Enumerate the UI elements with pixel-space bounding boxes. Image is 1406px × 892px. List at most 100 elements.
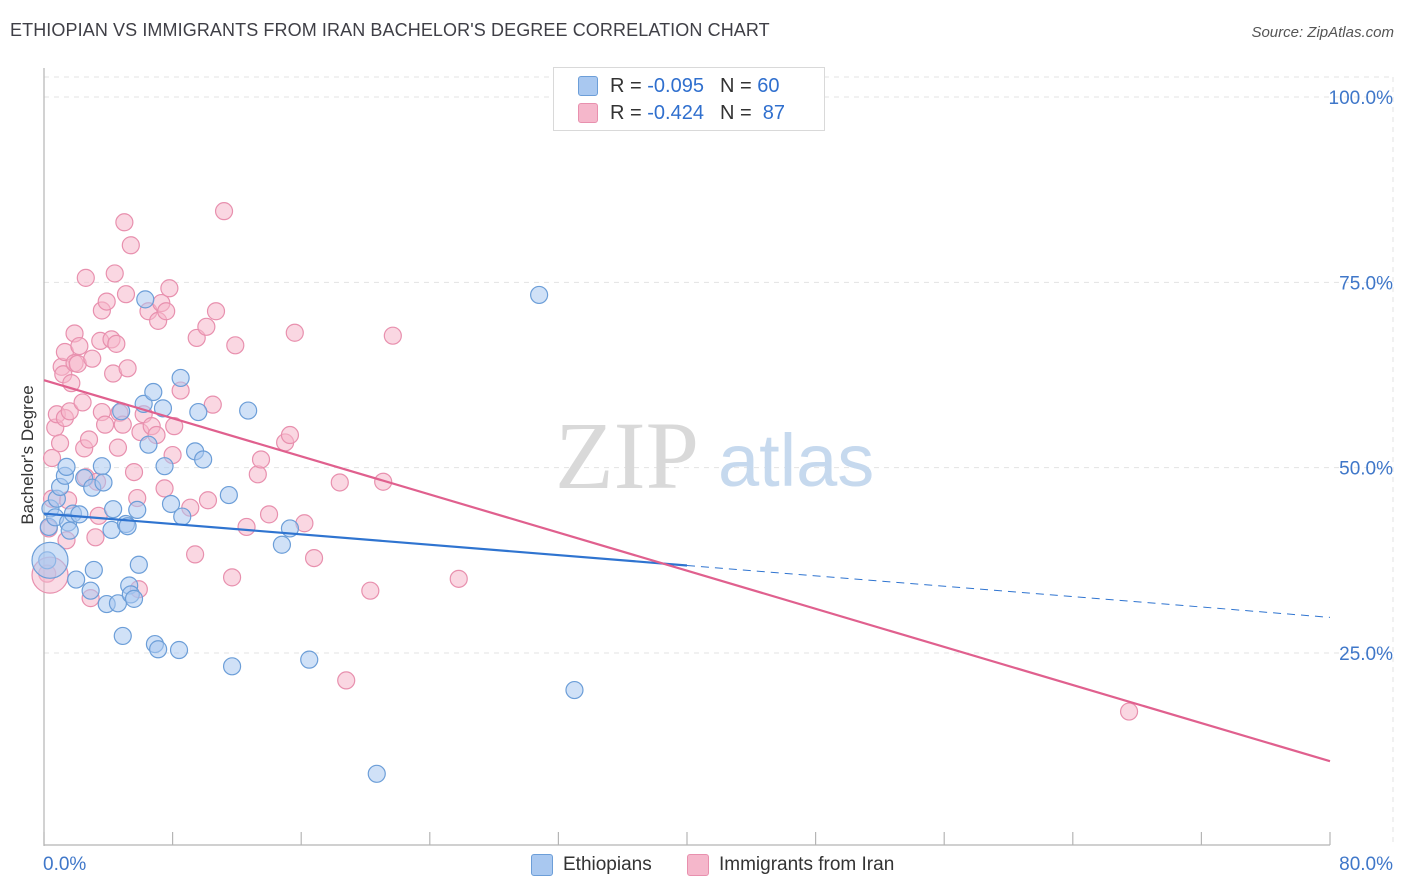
ethiopian-point — [169, 640, 189, 660]
watermark-atlas: atlas — [718, 419, 874, 502]
iran-point — [118, 359, 137, 378]
ethiopian-point — [94, 473, 113, 492]
legend-row-ethiopians: R = -0.095 N = 60 — [578, 73, 779, 99]
chart-title: ETHIOPIAN VS IMMIGRANTS FROM IRAN BACHEL… — [10, 20, 770, 40]
iran-point — [237, 517, 256, 537]
iran-point — [285, 323, 304, 342]
iran-point — [73, 393, 92, 412]
iran-point — [42, 448, 62, 468]
iran-point — [280, 425, 300, 445]
ethiopian-point — [161, 494, 181, 514]
bottom-legend-label: Ethiopians — [563, 854, 652, 875]
chart-source: Source: ZipAtlas.com — [1251, 24, 1394, 41]
ethiopian-point — [272, 535, 292, 554]
ethiopian-point — [171, 368, 190, 388]
x-tick-label: 80.0% — [1339, 854, 1393, 875]
iran-point — [259, 505, 279, 524]
ethiopian-point — [57, 457, 76, 477]
iran-point — [108, 438, 128, 457]
iran-point — [97, 292, 116, 311]
iran-point — [70, 336, 89, 356]
y-tick-label: 75.0% — [1339, 273, 1393, 294]
iran-point — [115, 213, 134, 232]
legend-r-value: -0.424 — [647, 101, 704, 124]
legend: R = -0.095 N = 60 R = -0.424 N = 87 — [553, 67, 825, 131]
bottom-legend-label: Immigrants from Iran — [719, 854, 895, 875]
iran-point — [76, 268, 95, 287]
ethiopians-trend-line — [43, 512, 688, 567]
legend-swatch-ethiopians — [578, 76, 598, 96]
watermark-zip: ZIP — [555, 402, 699, 509]
ethiopian-point — [67, 570, 86, 589]
iran-point — [157, 302, 176, 321]
ethiopian-point — [118, 517, 137, 536]
y-tick-label: 100.0% — [1329, 88, 1394, 109]
legend-n-label: N = — [719, 101, 752, 124]
watermark: ZIP atlas — [555, 402, 874, 509]
bottom-legend-swatch-ethiopians — [531, 854, 553, 876]
iran-point — [86, 528, 105, 547]
iran-point — [198, 491, 218, 510]
ethiopian-point — [222, 657, 242, 676]
series-ethiopians-points — [31, 285, 584, 783]
ethiopian-point — [60, 521, 79, 540]
iran-point — [107, 334, 126, 353]
ethiopian-point — [129, 555, 148, 574]
iran-point — [361, 581, 380, 600]
iran-point — [79, 430, 99, 449]
legend-r-label: R = — [610, 101, 642, 124]
y-axis-title: Bachelor's Degree — [18, 385, 37, 525]
ethiopian-point — [300, 650, 319, 669]
iran-point — [1119, 702, 1139, 721]
ethiopian-point-large — [31, 541, 69, 579]
ethiopian-point — [153, 399, 173, 418]
iran-point — [197, 317, 216, 336]
bottom-legend-iran: Immigrants from Iran — [687, 852, 894, 878]
ethiopian-point — [144, 382, 163, 402]
iran-point — [60, 402, 79, 421]
ethiopian-point — [113, 626, 132, 646]
legend-r-value: -0.095 — [647, 74, 704, 97]
ethiopian-point — [84, 560, 103, 580]
legend-n-label: N = — [719, 74, 752, 97]
y-tick-label: 25.0% — [1339, 644, 1393, 665]
ethiopian-point — [189, 402, 208, 422]
ethiopian-point — [139, 435, 158, 454]
iran-point — [186, 545, 205, 564]
iran-point — [83, 349, 102, 368]
ethiopian-point — [104, 500, 123, 519]
iran-point — [304, 548, 324, 568]
iran-point — [105, 264, 124, 283]
iran-point — [330, 473, 349, 492]
iran-point — [124, 462, 144, 482]
ethiopian-point — [81, 581, 100, 600]
iran-point — [214, 202, 234, 221]
iran-point — [160, 279, 179, 298]
legend-n-value: 60 — [757, 74, 780, 97]
iran-point — [50, 434, 70, 453]
x-tick-label: 0.0% — [43, 854, 86, 875]
iran-point — [95, 415, 115, 434]
ethiopian-point — [155, 457, 174, 476]
ethiopian-point — [136, 290, 155, 309]
ethiopian-point — [128, 500, 147, 520]
ethiopian-point — [173, 507, 192, 526]
bottom-legend-ethiopians: Ethiopians — [531, 852, 652, 878]
iran-point — [203, 395, 222, 414]
grid-lines — [44, 76, 1394, 845]
iran-trend-line — [43, 379, 1331, 763]
ethiopian-point — [149, 640, 168, 659]
ethiopian-point — [194, 450, 213, 469]
ethiopian-point — [124, 589, 144, 608]
bottom-legend-swatch-iran — [687, 854, 709, 876]
legend-n-value: 87 — [762, 101, 786, 124]
iran-point — [337, 671, 356, 690]
ethiopians-trend-extension — [686, 565, 1331, 618]
ethiopian-point — [565, 680, 584, 700]
tick-labels: 25.0% 50.0% 75.0% 100.0% 0.0% 80.0% — [43, 88, 1393, 875]
iran-point — [116, 285, 136, 304]
ethiopian-point — [239, 401, 258, 420]
iran-point — [449, 569, 468, 588]
trend-lines — [43, 379, 1331, 763]
iran-point — [121, 236, 140, 255]
